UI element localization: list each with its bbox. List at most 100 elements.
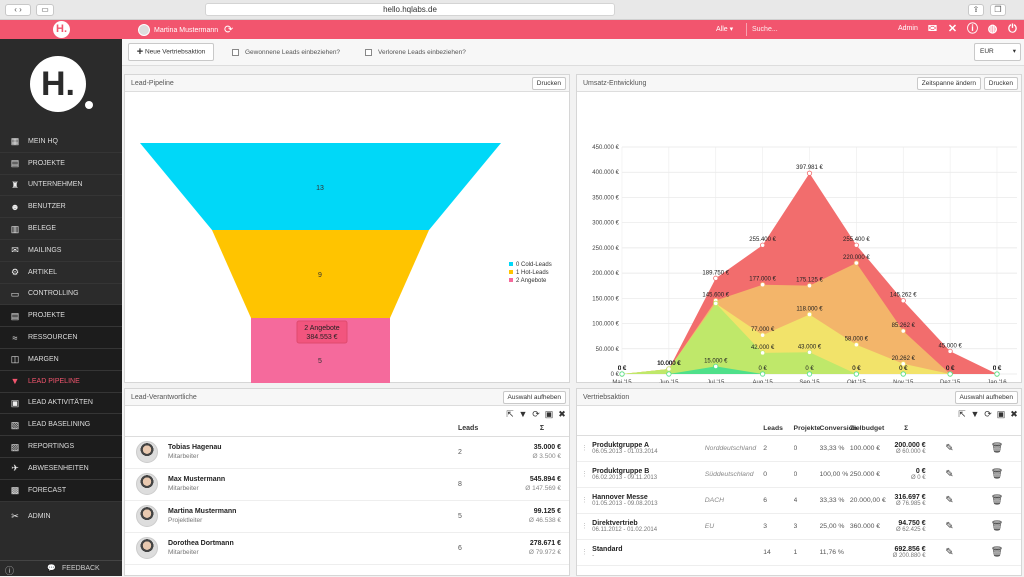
save-icon[interactable]: ▣ <box>544 409 554 419</box>
data-point[interactable] <box>713 275 719 281</box>
table-row[interactable]: Tobias Hagenau Mitarbeiter 2 35.000 € Ø 3.50… <box>125 436 569 469</box>
drag-handle[interactable]: ⋮ <box>577 487 593 514</box>
tabs-icon[interactable]: ❐ <box>990 4 1006 16</box>
checkbox-box[interactable] <box>232 49 239 56</box>
legend-entry[interactable]: 2 Angebote <box>516 278 547 284</box>
current-user[interactable]: Martina Mustermann <box>138 23 218 37</box>
sidebar-item-artikel[interactable]: ⚙ ARTIKEL <box>0 262 122 284</box>
col-header[interactable]: Σ <box>886 422 926 436</box>
data-point[interactable] <box>713 300 719 306</box>
admin-label[interactable]: Admin <box>898 25 918 32</box>
globe-icon[interactable]: ◍ <box>987 23 998 35</box>
sidebar-item-projekte[interactable]: ▤ PROJEKTE <box>0 305 122 328</box>
data-point[interactable] <box>619 371 625 377</box>
sidebar-item-mein-hq[interactable]: ▦ MEIN HQ <box>0 131 122 153</box>
hq-logo-small[interactable]: H. <box>53 21 70 38</box>
change-range-button[interactable]: Zeitspanne ändern <box>916 77 981 90</box>
sidebar-item-ressourcen[interactable]: ≈ RESSOURCEN <box>0 327 122 349</box>
feedback-link[interactable]: FEEDBACK <box>62 565 100 572</box>
back-forward-buttons[interactable]: ‹ › <box>5 4 31 16</box>
edit-icon[interactable]: ✎ <box>925 461 974 488</box>
data-point[interactable] <box>806 170 813 176</box>
mail-icon[interactable]: ✉ <box>927 23 938 35</box>
person-name[interactable]: Tobias Hagenau <box>168 444 222 451</box>
save-icon[interactable]: ▣ <box>996 409 1006 419</box>
refresh-icon[interactable]: ⟳ <box>532 409 540 419</box>
clear-selection-button[interactable]: Auswahl aufheben <box>954 391 1018 404</box>
data-point[interactable] <box>760 242 766 248</box>
filter-icon[interactable]: ▼ <box>518 409 528 419</box>
sidebar-item-margen[interactable]: ◫ MARGEN <box>0 348 122 371</box>
sidebar-item-unternehmen[interactable]: ♜ UNTERNEHMEN <box>0 175 122 197</box>
export-icon[interactable]: ⇱ <box>506 409 514 419</box>
table-row[interactable]: ⋮ Standard - 14 1 11,76 % 692.856 € Ø 200.880 €… <box>577 539 1021 566</box>
data-point[interactable] <box>853 260 859 266</box>
drag-handle[interactable]: ⋮ <box>577 539 593 566</box>
delete-icon[interactable]: 🗑 <box>973 513 1021 540</box>
col-header[interactable]: Conversion <box>819 422 857 436</box>
funnel-segment-cold-leads[interactable] <box>140 143 501 230</box>
sidebar-item-lead-aktivitäten[interactable]: ▣ LEAD AKTIVITÄTEN <box>0 392 122 415</box>
data-point[interactable] <box>806 371 813 377</box>
data-point[interactable] <box>806 283 813 289</box>
edit-icon[interactable]: ✎ <box>925 487 974 514</box>
person-name[interactable]: Dorothea Dortmann <box>168 540 234 547</box>
data-point[interactable] <box>760 350 766 356</box>
refresh-icon[interactable]: ⟳ <box>224 24 234 36</box>
edit-icon[interactable]: ✎ <box>925 435 974 462</box>
table-row[interactable]: ⋮ Produktgruppe A 06.05.2013 - 01.03.2014 N… <box>577 435 1021 462</box>
action-name[interactable]: Produktgruppe B <box>592 467 650 475</box>
new-sales-action-button[interactable]: + Neue Vertriebsaktion <box>128 43 214 61</box>
delete-icon[interactable]: 🗑 <box>973 435 1021 462</box>
info-icon[interactable]: ⓘ <box>5 566 15 576</box>
hq-logo[interactable]: H. <box>30 56 93 112</box>
sidebar-item-forecast[interactable]: ▩ FORECAST <box>0 479 122 502</box>
close-icon[interactable]: ✖ <box>1010 409 1018 419</box>
legend-entry[interactable]: 1 Hot-Leads <box>516 270 549 276</box>
data-point[interactable] <box>900 371 906 377</box>
sidebar-item-projekte[interactable]: ▤ PROJEKTE <box>0 153 122 175</box>
print-button[interactable]: Drucken <box>531 77 566 90</box>
funnel-segment-angebote[interactable] <box>251 318 390 383</box>
sidebar-item-lead-pipeline[interactable]: ▼ LEAD PIPELINE <box>0 370 122 393</box>
sidebar-item-controlling[interactable]: ▭ CONTROLLING <box>0 284 122 306</box>
col-sum[interactable]: Σ <box>515 422 569 437</box>
search-input[interactable]: Suche... <box>746 23 866 36</box>
col-header[interactable]: Leads <box>763 422 794 436</box>
action-name[interactable]: Hannover Messe <box>592 493 648 501</box>
sidebar-item-abwesenheiten[interactable]: ✈ ABWESENHEITEN <box>0 457 122 480</box>
data-point[interactable] <box>806 311 813 318</box>
lost-leads-checkbox[interactable]: Verlorene Leads einbeziehen? <box>365 49 466 56</box>
table-row[interactable]: ⋮ Produktgruppe B 06.02.2013 - 09.11.2013 S… <box>577 461 1021 488</box>
sidebar-item-mailings[interactable]: ✉ MAILINGS <box>0 240 122 262</box>
data-point[interactable] <box>760 282 766 288</box>
area-series[interactable] <box>622 303 997 374</box>
table-row[interactable]: ⋮ Hannover Messe 01.05.2013 - 09.08.2013 DA… <box>577 487 1021 514</box>
table-row[interactable]: ⋮ Direktvertrieb 06.11.2012 - 01.02.2014 EU… <box>577 513 1021 540</box>
drag-handle[interactable]: ⋮ <box>577 461 593 488</box>
data-point[interactable] <box>853 342 859 348</box>
data-point[interactable] <box>994 371 1000 377</box>
checkbox-box[interactable] <box>365 49 372 56</box>
search-scope-select[interactable]: Alle ▾ <box>716 26 734 33</box>
data-point[interactable] <box>666 366 672 372</box>
info-icon[interactable]: ⓘ <box>967 23 978 35</box>
edit-icon[interactable]: ✎ <box>925 513 974 540</box>
sidebar-item-benutzer[interactable]: ☻ BENUTZER <box>0 196 122 219</box>
table-row[interactable]: Dorothea Dortmann Mitarbeiter 6 278.671 € Ø … <box>125 532 569 565</box>
data-point[interactable] <box>900 328 906 334</box>
drag-handle[interactable]: ⋮ <box>577 513 593 540</box>
col-leads[interactable]: Leads <box>455 422 515 437</box>
delete-icon[interactable]: 🗑 <box>973 487 1021 514</box>
col-header[interactable]: Projekte <box>793 422 820 436</box>
print-button[interactable]: Drucken <box>983 77 1018 90</box>
col-header[interactable]: Zielbudget <box>849 422 887 436</box>
data-point[interactable] <box>760 371 766 377</box>
sidebar-item-lead-baselining[interactable]: ▧ LEAD BASELINING <box>0 414 122 437</box>
person-name[interactable]: Max Mustermann <box>168 476 226 483</box>
person-name[interactable]: Martina Mustermann <box>168 508 237 515</box>
refresh-icon[interactable]: ⟳ <box>984 409 992 419</box>
data-point[interactable] <box>853 371 859 377</box>
data-point[interactable] <box>947 348 953 354</box>
export-icon[interactable]: ⇱ <box>958 409 966 419</box>
